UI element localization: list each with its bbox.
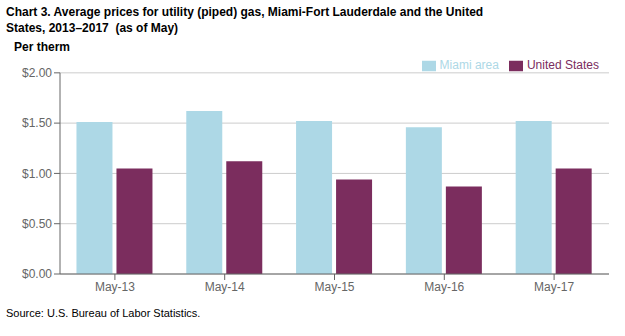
svg-text:$0.50: $0.50 — [22, 217, 52, 231]
svg-text:$1.50: $1.50 — [22, 116, 52, 130]
html-text:Source: U.S. Bureau of Labor S: Source: U.S. Bureau of Labor Statistics. — [6, 307, 201, 319]
html-text:Miami area: Miami area — [439, 58, 499, 72]
svg-text:$0.00: $0.00 — [22, 267, 52, 281]
svg-text:$1.00: $1.00 — [22, 167, 52, 181]
svg-text:May-15: May-15 — [314, 280, 354, 294]
html-text:Chart 3. Average prices for ut: Chart 3. Average prices for utility (pip… — [6, 5, 484, 19]
svg-text:May-16: May-16 — [424, 280, 464, 294]
html-text:Per therm: Per therm — [14, 40, 70, 54]
svg-text:May-14: May-14 — [205, 280, 245, 294]
svg-text:May-13: May-13 — [95, 280, 135, 294]
svg-text:$2.00: $2.00 — [22, 66, 52, 80]
html-text:States, 2013–2017 (as of May): States, 2013–2017 (as of May) — [6, 21, 179, 35]
html-text:United States: United States — [527, 58, 599, 72]
svg-text:May-17: May-17 — [534, 280, 574, 294]
